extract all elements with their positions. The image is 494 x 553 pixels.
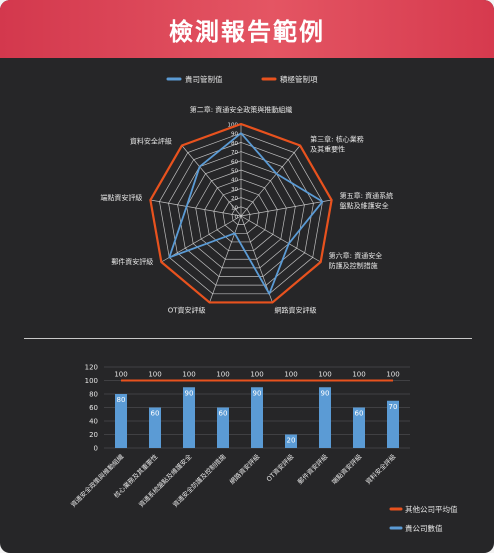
radar-axis-label: 第六章: 資通安全防護及控制措施 (329, 251, 383, 270)
bar (319, 387, 331, 448)
page-title: 檢測報告範例 (169, 17, 325, 46)
radar-tick-label: 50 (231, 169, 238, 175)
bar-value-label: 60 (355, 410, 364, 418)
radar-spoke (150, 199, 242, 217)
y-tick-label: 20 (89, 431, 98, 439)
radar-axis-label: 第三章: 核心業務及其重要性 (310, 135, 364, 154)
radar-grid-ring (231, 206, 251, 225)
radar-axis-label: OT資安評級 (168, 305, 206, 314)
bar-value-label: 80 (117, 396, 126, 404)
line-value-label: 100 (148, 371, 161, 379)
bar-value-label: 60 (151, 410, 160, 418)
category-label: OT資安評級 (264, 452, 296, 484)
radar-spoke (209, 215, 242, 303)
legend-label: 貴公司數值 (405, 523, 443, 533)
radar-tick-label: 100 (228, 123, 239, 129)
legend-label: 其他公司平均值 (405, 504, 458, 514)
line-value-label: 100 (216, 371, 229, 379)
bar-value-label: 60 (219, 410, 228, 418)
bar (149, 407, 161, 448)
line-value-label: 100 (318, 371, 331, 379)
radar-axis-label: 端點資安評級 (100, 193, 142, 202)
y-tick-label: 100 (85, 377, 98, 385)
y-tick-label: 120 (85, 364, 98, 372)
legend-label: 積極管制項 (280, 74, 318, 84)
line-value-label: 100 (352, 371, 365, 379)
radar-tick-label: 30 (231, 187, 238, 193)
radar-tick-label: 80 (231, 141, 238, 147)
radar-grid-ring (177, 151, 305, 277)
radar-grid-ring (195, 169, 287, 260)
radar-spoke (161, 215, 242, 263)
bar (285, 434, 297, 448)
y-tick-label: 60 (89, 404, 98, 412)
radar-spoke (240, 215, 273, 303)
bar (217, 407, 229, 448)
radar-spoke (181, 145, 242, 217)
line-value-label: 100 (182, 371, 195, 379)
radar-grid-ring (204, 178, 278, 251)
radar-tick-label: 0 (235, 215, 239, 221)
radar-axis-label: 資料安全評級 (130, 137, 172, 146)
category-label: 網路資安評級 (227, 452, 261, 486)
bar (115, 394, 127, 448)
radar-grid-ring (168, 142, 314, 286)
radar-tick-label: 90 (231, 132, 238, 138)
radar-spoke (240, 145, 301, 217)
radar-tick-label: 70 (231, 150, 238, 156)
category-label: 資通安全政策與推動組織 (68, 452, 125, 509)
divider (24, 338, 472, 339)
y-tick-label: 0 (94, 445, 98, 453)
bar (183, 387, 195, 448)
line-value-label: 100 (250, 371, 263, 379)
radar-axis-label: 網路資安評級 (274, 305, 316, 314)
radar-grid-ring (159, 132, 323, 295)
radar-axis-label: 第二章: 資通安全政策與推動組織 (190, 105, 293, 114)
radar-tick-label: 10 (231, 205, 238, 211)
radar-axis-label: 郵件資安評級 (111, 257, 153, 266)
radar-spoke (240, 199, 332, 217)
radar-series-line (168, 132, 324, 295)
y-tick-label: 80 (89, 391, 98, 399)
bar-value-label: 90 (253, 389, 262, 397)
line-value-label: 100 (284, 371, 297, 379)
radar-tick-label: 40 (231, 178, 238, 184)
category-label: 郵件資安評級 (295, 452, 329, 486)
category-label: 端點資安評級 (329, 452, 363, 486)
bar (353, 407, 365, 448)
line-value-label: 100 (114, 371, 127, 379)
radar-grid-ring (186, 160, 296, 269)
radar-chart: 貴司管制值 積極管制項 0 10 20 30 40 50 60 70 80 90 100 第二章: 資通安… (100, 74, 394, 314)
bar-value-label: 70 (389, 403, 398, 411)
bar-value-label: 90 (185, 389, 194, 397)
bar-value-label: 90 (321, 389, 330, 397)
radar-tick-label: 60 (231, 159, 238, 165)
radar-grid-ring (213, 188, 269, 243)
radar-grid-ring (222, 197, 260, 234)
y-tick-label: 40 (89, 418, 98, 426)
category-label: 資料安全評級 (363, 452, 397, 486)
bar (251, 387, 263, 448)
radar-tick-label: 20 (231, 196, 238, 202)
header-banner: 檢測報告範例 (0, 0, 494, 58)
radar-series-line (149, 122, 333, 304)
bar-value-label: 20 (287, 437, 296, 445)
radar-spoke (240, 215, 321, 263)
bar (387, 400, 399, 448)
bar-chart: 0 20 40 60 80 100 120 80 60 90 60 90 20 90 60 70 100 100 1… (68, 364, 458, 534)
line-value-label: 100 (386, 371, 399, 379)
radar-axis-label: 第五章: 資通系統盤點及維護安全 (340, 191, 394, 210)
legend-label: 貴司管制值 (185, 74, 223, 84)
